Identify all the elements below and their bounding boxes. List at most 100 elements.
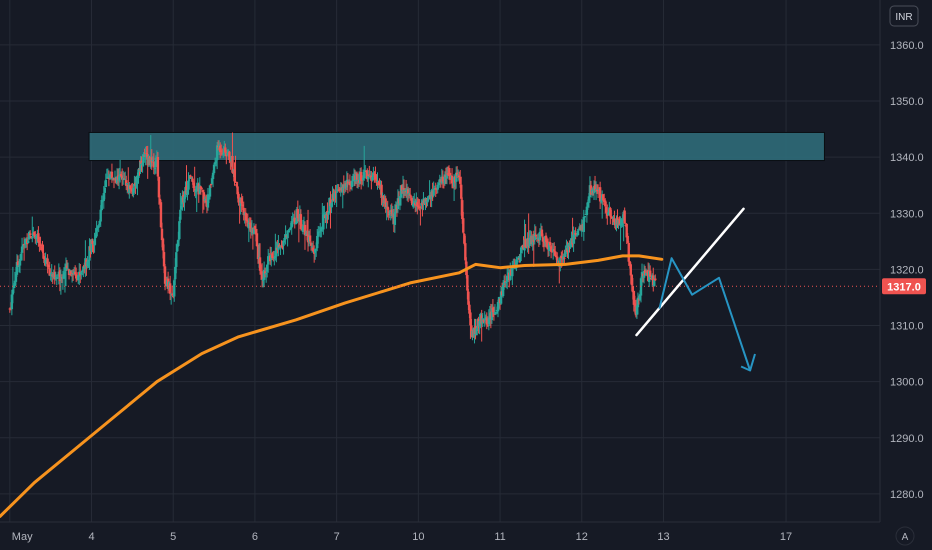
candle-body bbox=[153, 167, 157, 169]
candle-body bbox=[612, 217, 615, 219]
candle-body bbox=[220, 150, 223, 153]
candle-body bbox=[201, 189, 205, 193]
candle-body bbox=[350, 181, 354, 188]
candle-body bbox=[443, 174, 447, 185]
candle-body bbox=[605, 207, 608, 213]
candle-body bbox=[294, 222, 297, 225]
candle-body bbox=[46, 258, 49, 267]
candle-body bbox=[336, 190, 339, 192]
candle-body bbox=[486, 324, 489, 326]
candle-body bbox=[212, 164, 216, 174]
candle-body bbox=[99, 209, 102, 222]
candle-body bbox=[310, 246, 314, 248]
candle-body bbox=[262, 269, 266, 280]
candle-body bbox=[589, 185, 593, 195]
candle-body bbox=[275, 247, 278, 257]
price-tick-label: 1320.0 bbox=[890, 264, 924, 276]
candle-body bbox=[82, 266, 85, 272]
candle-body bbox=[463, 233, 466, 244]
candle-body bbox=[327, 212, 330, 215]
candle-body bbox=[222, 153, 225, 155]
candle-body bbox=[313, 249, 317, 253]
candle-body bbox=[258, 257, 262, 271]
candle-body bbox=[412, 203, 415, 207]
time-tick-label: 6 bbox=[252, 531, 258, 543]
candle-body bbox=[317, 231, 320, 237]
candle-body bbox=[519, 253, 522, 262]
candle-body bbox=[360, 179, 364, 181]
candle-body bbox=[203, 199, 207, 201]
candle-body bbox=[334, 191, 337, 193]
candle-body bbox=[37, 233, 40, 242]
candle-body bbox=[187, 180, 190, 190]
candle-body bbox=[58, 270, 62, 282]
candle-body bbox=[115, 176, 119, 184]
candle-body bbox=[38, 240, 41, 244]
candle-body bbox=[639, 278, 643, 296]
candle-body bbox=[320, 227, 323, 232]
candle-body bbox=[211, 172, 215, 180]
candle-body bbox=[264, 273, 268, 275]
price-tick-label: 1340.0 bbox=[890, 152, 924, 164]
candle-body bbox=[50, 272, 53, 274]
candle-body bbox=[224, 147, 227, 153]
candle-body bbox=[371, 177, 374, 180]
candle-body bbox=[384, 198, 387, 208]
auto-scale-button[interactable]: A bbox=[895, 526, 915, 546]
candle-body bbox=[33, 232, 36, 236]
candle-body bbox=[31, 237, 34, 239]
candle-body bbox=[22, 243, 26, 245]
candle-body bbox=[407, 193, 411, 195]
candle-body bbox=[467, 291, 470, 305]
candle-body bbox=[644, 272, 648, 275]
candle-body bbox=[618, 218, 621, 226]
candle-body bbox=[74, 274, 78, 279]
candle-body bbox=[419, 207, 422, 209]
candle-body bbox=[396, 198, 400, 210]
candle-body bbox=[528, 237, 531, 247]
candle-body bbox=[504, 281, 508, 284]
candle-body bbox=[524, 239, 527, 248]
candle-body bbox=[210, 178, 214, 184]
candle-body bbox=[427, 198, 430, 200]
candle-body bbox=[214, 161, 218, 163]
candle-body bbox=[66, 268, 70, 270]
candle-body bbox=[426, 199, 429, 203]
currency-badge[interactable]: INR bbox=[889, 5, 919, 27]
candle-body bbox=[94, 234, 97, 239]
candle-body bbox=[587, 196, 591, 201]
candle-body bbox=[183, 196, 186, 203]
candle-body bbox=[603, 199, 606, 202]
candle-body bbox=[198, 185, 201, 194]
candle-body bbox=[15, 262, 19, 275]
candle-body bbox=[151, 160, 154, 162]
candle-body bbox=[520, 246, 523, 254]
price-axis-ticks: 1360.0 1350.0 1340.0 1330.0 1320.0 1310.0 1300… bbox=[890, 40, 924, 501]
time-tick-label: 17 bbox=[780, 531, 792, 543]
candle-body bbox=[63, 272, 67, 274]
candle-body bbox=[98, 220, 101, 225]
candle-body bbox=[648, 270, 652, 277]
candle-body bbox=[485, 318, 488, 325]
candle-body bbox=[583, 216, 587, 218]
candle-body bbox=[140, 160, 143, 165]
candle-body bbox=[141, 162, 144, 166]
candle-body bbox=[567, 244, 570, 251]
candle-body bbox=[322, 214, 325, 230]
candle-body bbox=[494, 312, 498, 314]
candle-body bbox=[572, 234, 575, 244]
candle-body bbox=[635, 305, 639, 315]
candle-body bbox=[554, 251, 557, 256]
candle-body bbox=[406, 189, 410, 194]
candle-body bbox=[506, 275, 509, 282]
candle-body bbox=[144, 153, 147, 157]
candle-body bbox=[607, 212, 610, 216]
candle-body bbox=[231, 155, 234, 173]
candle-body bbox=[382, 196, 385, 204]
candle-body bbox=[436, 184, 439, 190]
candle-body bbox=[23, 239, 27, 245]
candle-body bbox=[177, 239, 180, 247]
candle-body bbox=[638, 294, 642, 300]
candle-body bbox=[54, 277, 57, 279]
